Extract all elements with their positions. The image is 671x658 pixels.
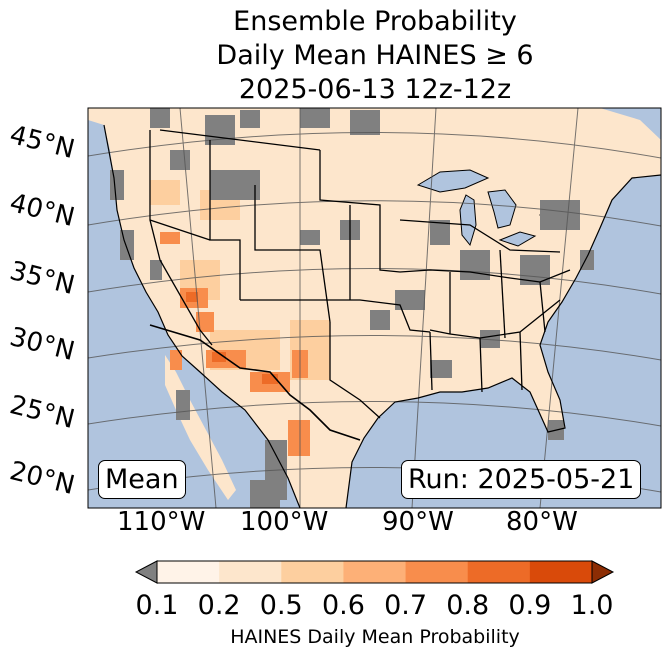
lon-label-90w: 90°W (382, 507, 454, 537)
probability-patches-max (186, 292, 278, 384)
colorbar-label: HAINES Daily Mean Probability (230, 626, 520, 648)
lon-label-80w: 80°W (506, 507, 578, 537)
colorbar-tick-label: 0.1 (135, 590, 179, 621)
gulf-of-california (172, 352, 262, 480)
lon-label-110w: 110°W (117, 507, 206, 537)
colorbar (134, 560, 615, 584)
colorbar-over-arrow (591, 560, 615, 584)
colorbar-tick-label: 0.6 (321, 590, 365, 621)
colorbar-tick-label: 1.0 (570, 590, 614, 621)
colorbar-bin (405, 561, 469, 583)
lon-label-100w: 100°W (240, 507, 329, 537)
map-frame (87, 107, 662, 509)
colorbar-bin (529, 561, 593, 583)
colorbar-bin (467, 561, 531, 583)
colorbar-tick-label: 0.8 (446, 590, 490, 621)
title-line-1: Ensemble Probability (233, 6, 517, 37)
colorbar-under-arrow (134, 560, 158, 584)
colorbar-bin (281, 561, 344, 583)
mean-label-box: Mean (98, 460, 186, 499)
colorbar-bin (157, 561, 220, 583)
title-line-3: 2025-06-13 12z-12z (238, 74, 512, 105)
colorbar-tick-label: 0.2 (197, 590, 241, 621)
colorbar-tick-label: 0.9 (508, 590, 552, 621)
coastline (103, 124, 661, 508)
state-borders (149, 129, 571, 419)
run-date-box: Run: 2025-05-21 (401, 460, 642, 499)
us-mexico-border (149, 324, 361, 441)
colorbar-tick-label: 0.7 (384, 590, 428, 621)
title-line-2: Daily Mean HAINES ≥ 6 (216, 40, 534, 71)
colorbar-bin (219, 561, 282, 583)
colorbar-bin (343, 561, 407, 583)
colorbar-tick-label: 0.5 (259, 590, 303, 621)
missing-data-patches (110, 108, 594, 508)
